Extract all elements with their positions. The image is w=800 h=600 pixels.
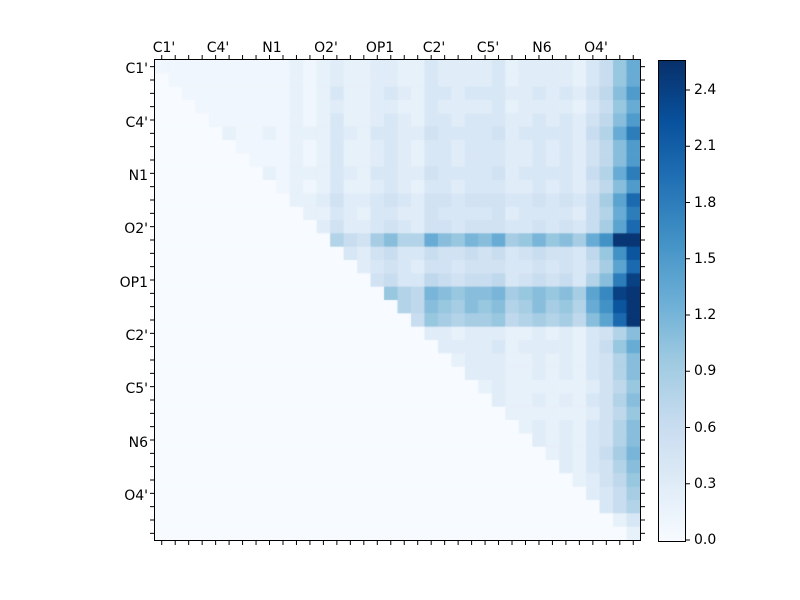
colorbar-tick-label: 1.8 (694, 195, 717, 211)
y-axis-label: OP1 (119, 275, 148, 291)
heatmap-canvas (155, 60, 640, 540)
x-axis-label: C5' (476, 40, 500, 56)
y-axis-label: O4' (124, 488, 148, 504)
x-axis-label: N6 (532, 40, 552, 56)
colorbar-tick-label: 2.4 (694, 82, 717, 98)
x-axis-label: C2' (422, 40, 446, 56)
colorbar-tick-label: 1.5 (694, 251, 717, 267)
x-axis-label: O2' (314, 40, 338, 56)
colorbar-tick-label: 0.0 (694, 532, 717, 548)
colorbar-tick-label: 1.2 (694, 307, 717, 323)
x-axis-label: C1' (152, 40, 176, 56)
y-axis-label: C2' (125, 328, 148, 344)
y-axis-label: C5' (125, 381, 148, 397)
y-axis-label: N6 (128, 435, 148, 451)
x-axis-label: O4' (584, 40, 608, 56)
x-axis-label: C4' (206, 40, 230, 56)
x-axis-label: N1 (262, 40, 282, 56)
colorbar-tick-label: 0.6 (694, 420, 717, 436)
colorbar (658, 60, 686, 542)
y-axis-label: C4' (125, 115, 148, 131)
x-axis-label: OP1 (365, 40, 395, 56)
y-axis-label: O2' (124, 221, 148, 237)
y-axis-label: C1' (125, 61, 148, 77)
colorbar-tick-label: 2.1 (694, 138, 717, 154)
y-axis-label: N1 (128, 168, 148, 184)
colorbar-tick-label: 0.9 (694, 363, 717, 379)
colorbar-tick-label: 0.3 (694, 476, 717, 492)
